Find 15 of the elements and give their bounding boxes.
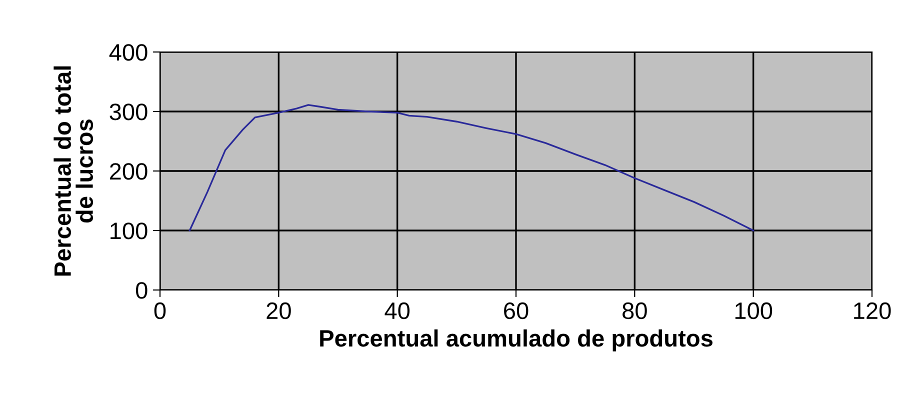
x-tick-label: 60 <box>504 302 528 320</box>
y-axis-title: Percentual do total de lucros <box>54 66 94 276</box>
x-axis-title: Percentual acumulado de produtos <box>320 329 712 352</box>
y-tick-label: 200 <box>110 163 148 180</box>
y-tick-label: 100 <box>110 222 148 240</box>
x-tick-label: 120 <box>854 302 891 320</box>
x-tick-label: 80 <box>622 302 647 320</box>
line-series <box>188 104 754 232</box>
y-tick-label: 400 <box>109 44 148 61</box>
y-tick-label: 300 <box>110 104 148 120</box>
x-tick-label: 20 <box>266 302 291 320</box>
x-tick-label: 100 <box>735 302 772 320</box>
y-tick-label: 0 <box>136 282 148 299</box>
x-tick-label: 40 <box>384 302 410 320</box>
x-tick-label: 0 <box>154 302 166 320</box>
